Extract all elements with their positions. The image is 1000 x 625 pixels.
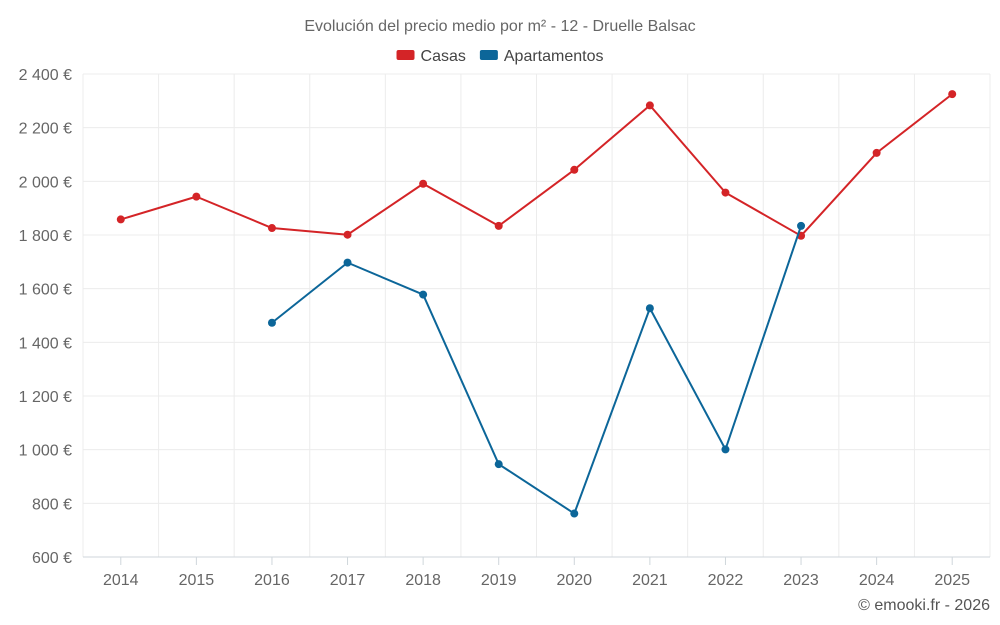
data-point[interactable] bbox=[267, 318, 276, 327]
data-point[interactable] bbox=[419, 179, 428, 188]
series-casas bbox=[116, 90, 957, 240]
data-point[interactable] bbox=[494, 221, 503, 230]
data-point[interactable] bbox=[645, 304, 654, 313]
x-tick-label: 2023 bbox=[783, 572, 819, 589]
x-tick-label: 2015 bbox=[179, 572, 215, 589]
data-point[interactable] bbox=[267, 224, 276, 233]
data-point[interactable] bbox=[192, 192, 201, 201]
series-line bbox=[271, 225, 802, 515]
y-tick-label: 2 000 € bbox=[19, 174, 72, 191]
data-point[interactable] bbox=[721, 188, 730, 197]
x-tick-label: 2017 bbox=[330, 572, 366, 589]
data-point[interactable] bbox=[343, 258, 352, 267]
data-point[interactable] bbox=[721, 445, 730, 454]
data-point[interactable] bbox=[797, 221, 806, 230]
series-layer bbox=[116, 90, 957, 518]
x-tick-label: 2014 bbox=[103, 572, 139, 589]
x-tick-label: 2018 bbox=[405, 572, 441, 589]
chart-title: Evolución del precio medio por m² - 12 -… bbox=[304, 18, 695, 35]
x-tick-label: 2022 bbox=[708, 572, 744, 589]
y-tick-label: 800 € bbox=[32, 496, 72, 513]
data-point[interactable] bbox=[116, 215, 125, 224]
y-tick-label: 1 400 € bbox=[19, 335, 72, 352]
legend-swatch bbox=[396, 50, 415, 60]
axes: 600 € 800 € 1 000 € 1 200 € 1 400 € 1 600 € 1 … bbox=[19, 67, 990, 589]
legend: Casas Apartamentos bbox=[396, 48, 604, 65]
y-tick-label: 1 200 € bbox=[19, 389, 72, 406]
x-tick-label: 2025 bbox=[934, 572, 970, 589]
y-tick-label: 1 600 € bbox=[19, 282, 72, 299]
y-tick-label: 2 200 € bbox=[19, 121, 72, 138]
legend-label: Casas bbox=[421, 48, 466, 65]
data-point[interactable] bbox=[948, 90, 957, 99]
x-tick-label: 2021 bbox=[632, 572, 668, 589]
data-point[interactable] bbox=[645, 101, 654, 110]
data-point[interactable] bbox=[570, 509, 579, 518]
y-tick-label: 1 800 € bbox=[19, 228, 72, 245]
data-point[interactable] bbox=[343, 230, 352, 239]
legend-swatch bbox=[479, 50, 498, 60]
legend-label: Apartamentos bbox=[504, 48, 604, 65]
series-line bbox=[120, 93, 953, 237]
grid-lines bbox=[82, 73, 991, 557]
legend-item-apartamentos[interactable]: Apartamentos bbox=[479, 48, 604, 65]
x-tick-label: 2016 bbox=[254, 572, 290, 589]
y-tick-label: 600 € bbox=[32, 550, 72, 567]
data-point[interactable] bbox=[419, 290, 428, 299]
series-apartamentos bbox=[267, 221, 806, 518]
data-point[interactable] bbox=[494, 460, 503, 469]
credit-text: © emooki.fr - 2026 bbox=[858, 597, 990, 614]
x-tick-label: 2024 bbox=[859, 572, 895, 589]
y-tick-label: 1 000 € bbox=[19, 443, 72, 460]
y-tick-label: 2 400 € bbox=[19, 67, 72, 84]
data-point[interactable] bbox=[570, 165, 579, 174]
legend-item-casas[interactable]: Casas bbox=[396, 48, 466, 65]
x-tick-label: 2019 bbox=[481, 572, 517, 589]
data-point[interactable] bbox=[872, 148, 881, 157]
x-tick-label: 2020 bbox=[556, 572, 592, 589]
